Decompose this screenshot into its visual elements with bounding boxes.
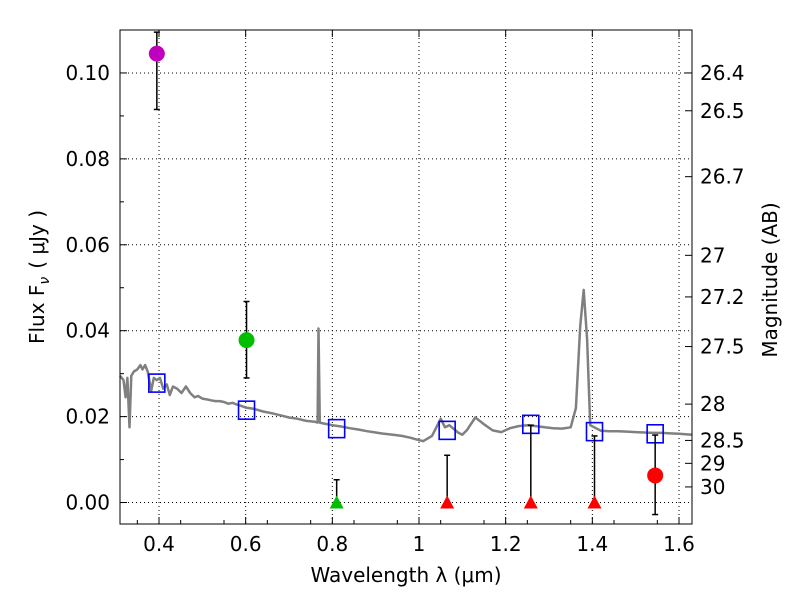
right-tick-label: 26.5: [700, 99, 745, 123]
model-spectrum-group: [119, 288, 693, 443]
model-point-square: [438, 420, 456, 441]
right-tick-label: 29: [700, 451, 725, 475]
y-axis-label-right: Magnitude (AB): [758, 202, 782, 357]
x-tick-label: 1.6: [663, 532, 695, 556]
right-tick-label: 30: [700, 475, 725, 499]
right-tick-label: 27.5: [700, 335, 745, 359]
observation-circle: [647, 467, 664, 484]
y-axis-label-left: Flux Fν ( μJy ): [25, 210, 53, 344]
model-point-square: [148, 373, 166, 393]
y-axis-label-left-unit: ( μJy ): [25, 210, 49, 269]
plot-frame: [119, 29, 693, 525]
y-tick-label: 0.00: [65, 491, 110, 515]
x-tick-label: 0.6: [230, 532, 262, 556]
x-tick-label: 0.4: [143, 532, 175, 556]
x-tick-label: 1.2: [490, 532, 522, 556]
model-point-square: [237, 400, 256, 420]
y-axis-label-left-main: Flux F: [25, 285, 49, 344]
y-tick-label: 0.06: [65, 233, 110, 257]
upper-limit-triangle: [329, 495, 344, 509]
observation-circle: [148, 45, 165, 62]
model-point-square: [327, 418, 346, 439]
upper-limit-triangle: [523, 495, 538, 509]
observation-circle: [238, 332, 255, 349]
x-tick-label: 0.8: [316, 532, 348, 556]
upper-limit-triangle: [440, 495, 455, 509]
model-spectrum-line: [119, 288, 693, 443]
upper-limit-triangle: [587, 495, 602, 509]
tick-labels: 0.4 0.6 0.8 1 1.2 1.4 1.6 0.00 0.02 0.04 0.06 0.08 0…: [65, 61, 744, 556]
right-tick-label: 28.5: [700, 428, 745, 452]
right-tick-label: 27.2: [700, 285, 745, 309]
right-tick-label: 27: [700, 243, 725, 267]
svg-text:Flux Fν( μJy ): Flux Fν ( μJy ): [25, 210, 53, 344]
x-axis-label: Wavelength λ (μm): [310, 563, 501, 587]
y-axis-label-left-sub: ν: [37, 277, 53, 285]
x-tick-label: 1.4: [576, 532, 608, 556]
observations-group: [148, 31, 664, 516]
right-tick-label: 26.4: [700, 61, 745, 85]
tick-marks: [120, 29, 692, 524]
y-tick-label: 0.02: [65, 405, 110, 429]
y-tick-label: 0.04: [65, 319, 110, 343]
right-tick-label: 26.7: [700, 165, 745, 189]
y-tick-label: 0.08: [65, 147, 110, 171]
x-tick-label: 1: [413, 532, 426, 556]
y-tick-label: 0.10: [65, 61, 110, 85]
right-tick-label: 28: [700, 392, 725, 416]
